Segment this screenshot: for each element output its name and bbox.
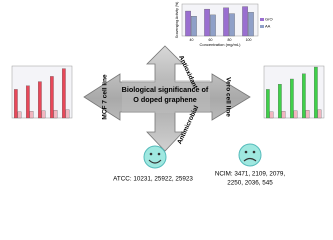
smiley: [143, 145, 167, 169]
bar: [17, 111, 22, 119]
bar: [26, 85, 30, 119]
bar: [278, 84, 282, 119]
bar: [317, 109, 322, 119]
bar: [185, 10, 191, 37]
bar: [41, 110, 46, 119]
center-box: [122, 80, 210, 113]
bar: [29, 111, 34, 119]
bar: [191, 16, 197, 37]
x-axis-label: Concentration (mg/mL): [200, 42, 242, 47]
bar: [210, 14, 216, 37]
bar: [14, 89, 18, 119]
y-axis-label: Scavenging Activity (%): [175, 2, 179, 39]
bar: [305, 110, 310, 119]
center-text: O doped graphene: [133, 95, 197, 104]
ncim-text: NCIM: 3471, 2109, 2079,: [215, 171, 286, 178]
bar: [38, 81, 42, 119]
bar: [293, 110, 298, 119]
atcc-text: ATCC: 10231, 25922, 25923: [113, 176, 193, 183]
legend-swatch: [260, 25, 264, 28]
x-tick-label: 100: [246, 38, 252, 42]
bar: [204, 8, 210, 37]
x-tick-label: 40: [190, 38, 194, 42]
ncim-text: 2250, 2036, 545: [227, 180, 273, 187]
bar: [50, 76, 54, 119]
bar: [65, 109, 70, 119]
bar: [62, 68, 66, 119]
legend-label: GrO: [265, 17, 273, 22]
bar: [248, 12, 254, 37]
bar: [223, 7, 229, 37]
x-tick-label: 80: [228, 38, 232, 42]
sad-face: [238, 143, 262, 167]
page: Biological significance of O doped graph…: [11, 1, 325, 187]
chart-frame: [263, 65, 325, 119]
bar: [302, 73, 306, 119]
x-tick-label: 60: [209, 38, 213, 42]
bar: [314, 66, 318, 119]
graphic: Biological significance of O doped graph…: [11, 2, 325, 187]
bar: [242, 6, 248, 37]
legend-label: AA: [265, 24, 271, 29]
bar: [53, 110, 58, 119]
bar: [266, 89, 270, 119]
bar: [229, 13, 235, 37]
legend-swatch: [260, 18, 264, 21]
center-text: Biological significance of: [122, 85, 209, 94]
arm-label: MCF 7 cell line: [102, 74, 109, 120]
bar: [290, 78, 294, 119]
bar: [281, 111, 286, 119]
chart-frame: [11, 65, 73, 119]
arm-label: Vero cell line: [224, 77, 231, 117]
bar: [269, 111, 274, 119]
